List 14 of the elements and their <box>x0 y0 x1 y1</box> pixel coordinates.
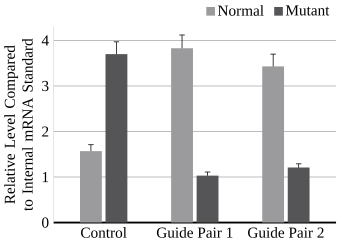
legend-label: Mutant <box>286 5 330 16</box>
bar <box>196 176 218 223</box>
x-tick-label: Guide Pair 1 <box>156 227 232 238</box>
x-tick-label: Control <box>81 227 127 238</box>
y-tick-label: 0 <box>42 217 48 228</box>
legend-label: Normal <box>218 5 264 16</box>
bar <box>288 167 310 223</box>
bar <box>106 54 128 223</box>
y-tick-label: 2 <box>42 126 48 137</box>
y-tick-label: 3 <box>42 80 48 92</box>
x-tick-label: Guide Pair 2 <box>248 227 324 238</box>
y-axis-title: Relative Level Compared to Internal mRNA Standard <box>4 38 33 211</box>
y-tick-label: 1 <box>42 172 48 182</box>
y-tick-label: 4 <box>42 35 49 46</box>
